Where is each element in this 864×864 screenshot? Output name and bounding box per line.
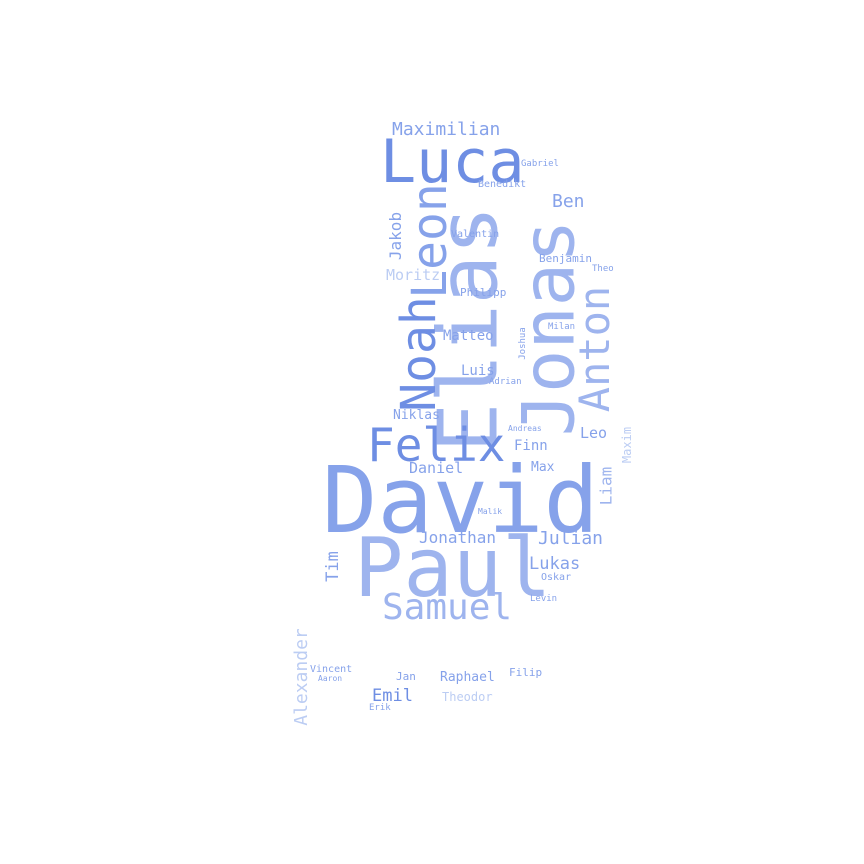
word-malik: Malik — [478, 507, 503, 516]
word-lukas: Lukas — [529, 554, 581, 574]
word-leo: Leo — [580, 424, 608, 442]
word-jan: Jan — [396, 670, 416, 683]
word-matteo: Matteo — [443, 328, 494, 344]
word-maxim: Maxim — [620, 426, 635, 464]
word-samuel: Samuel — [382, 587, 513, 628]
word-philipp: Philipp — [460, 286, 507, 299]
word-valentin: Valentin — [451, 229, 500, 240]
word-david: David — [322, 447, 599, 554]
word-erik: Erik — [369, 703, 391, 713]
word-finn: Finn — [514, 438, 548, 454]
word-niklas: Niklas — [393, 408, 440, 423]
word-vincent: Vincent — [310, 664, 353, 675]
word-alexander: Alexander — [290, 628, 312, 726]
word-paul: Paul — [354, 521, 552, 616]
word-julian: Julian — [538, 528, 604, 549]
word-anton: Anton — [570, 285, 620, 413]
word-daniel: Daniel — [409, 459, 464, 477]
word-max: Max — [531, 460, 555, 475]
word-ben: Ben — [552, 191, 585, 212]
word-luis: Luis — [461, 363, 495, 379]
word-theodor: Theodor — [442, 690, 493, 704]
word-joshua: Joshua — [517, 327, 528, 360]
word-filip: Filip — [509, 666, 543, 679]
word-maximilian: Maximilian — [392, 119, 501, 140]
word-tim: Tim — [322, 551, 343, 582]
word-emil: Emil — [372, 686, 413, 706]
word-jakob: Jakob — [386, 211, 406, 261]
word-jonathan: Jonathan — [419, 528, 497, 547]
word-benjamin: Benjamin — [539, 252, 592, 265]
word-luca: Luca — [380, 127, 525, 197]
word-gabriel: Gabriel — [521, 159, 559, 169]
word-andreas: Andreas — [508, 424, 542, 433]
word-raphael: Raphael — [440, 670, 495, 685]
word-liam: Liam — [596, 466, 616, 506]
word-levin: Levin — [530, 594, 558, 604]
word-oskar: Oskar — [541, 572, 572, 583]
word-noah: Noah — [390, 296, 447, 412]
word-benedikt: Benedikt — [478, 179, 527, 190]
word-theo: Theo — [592, 264, 614, 274]
word-adrian: Adrian — [489, 377, 522, 387]
word-milan: Milan — [548, 322, 576, 332]
word-aaron: Aaron — [318, 674, 343, 683]
word-felix: Felix — [367, 418, 506, 472]
word-moritz: Moritz — [386, 266, 441, 284]
